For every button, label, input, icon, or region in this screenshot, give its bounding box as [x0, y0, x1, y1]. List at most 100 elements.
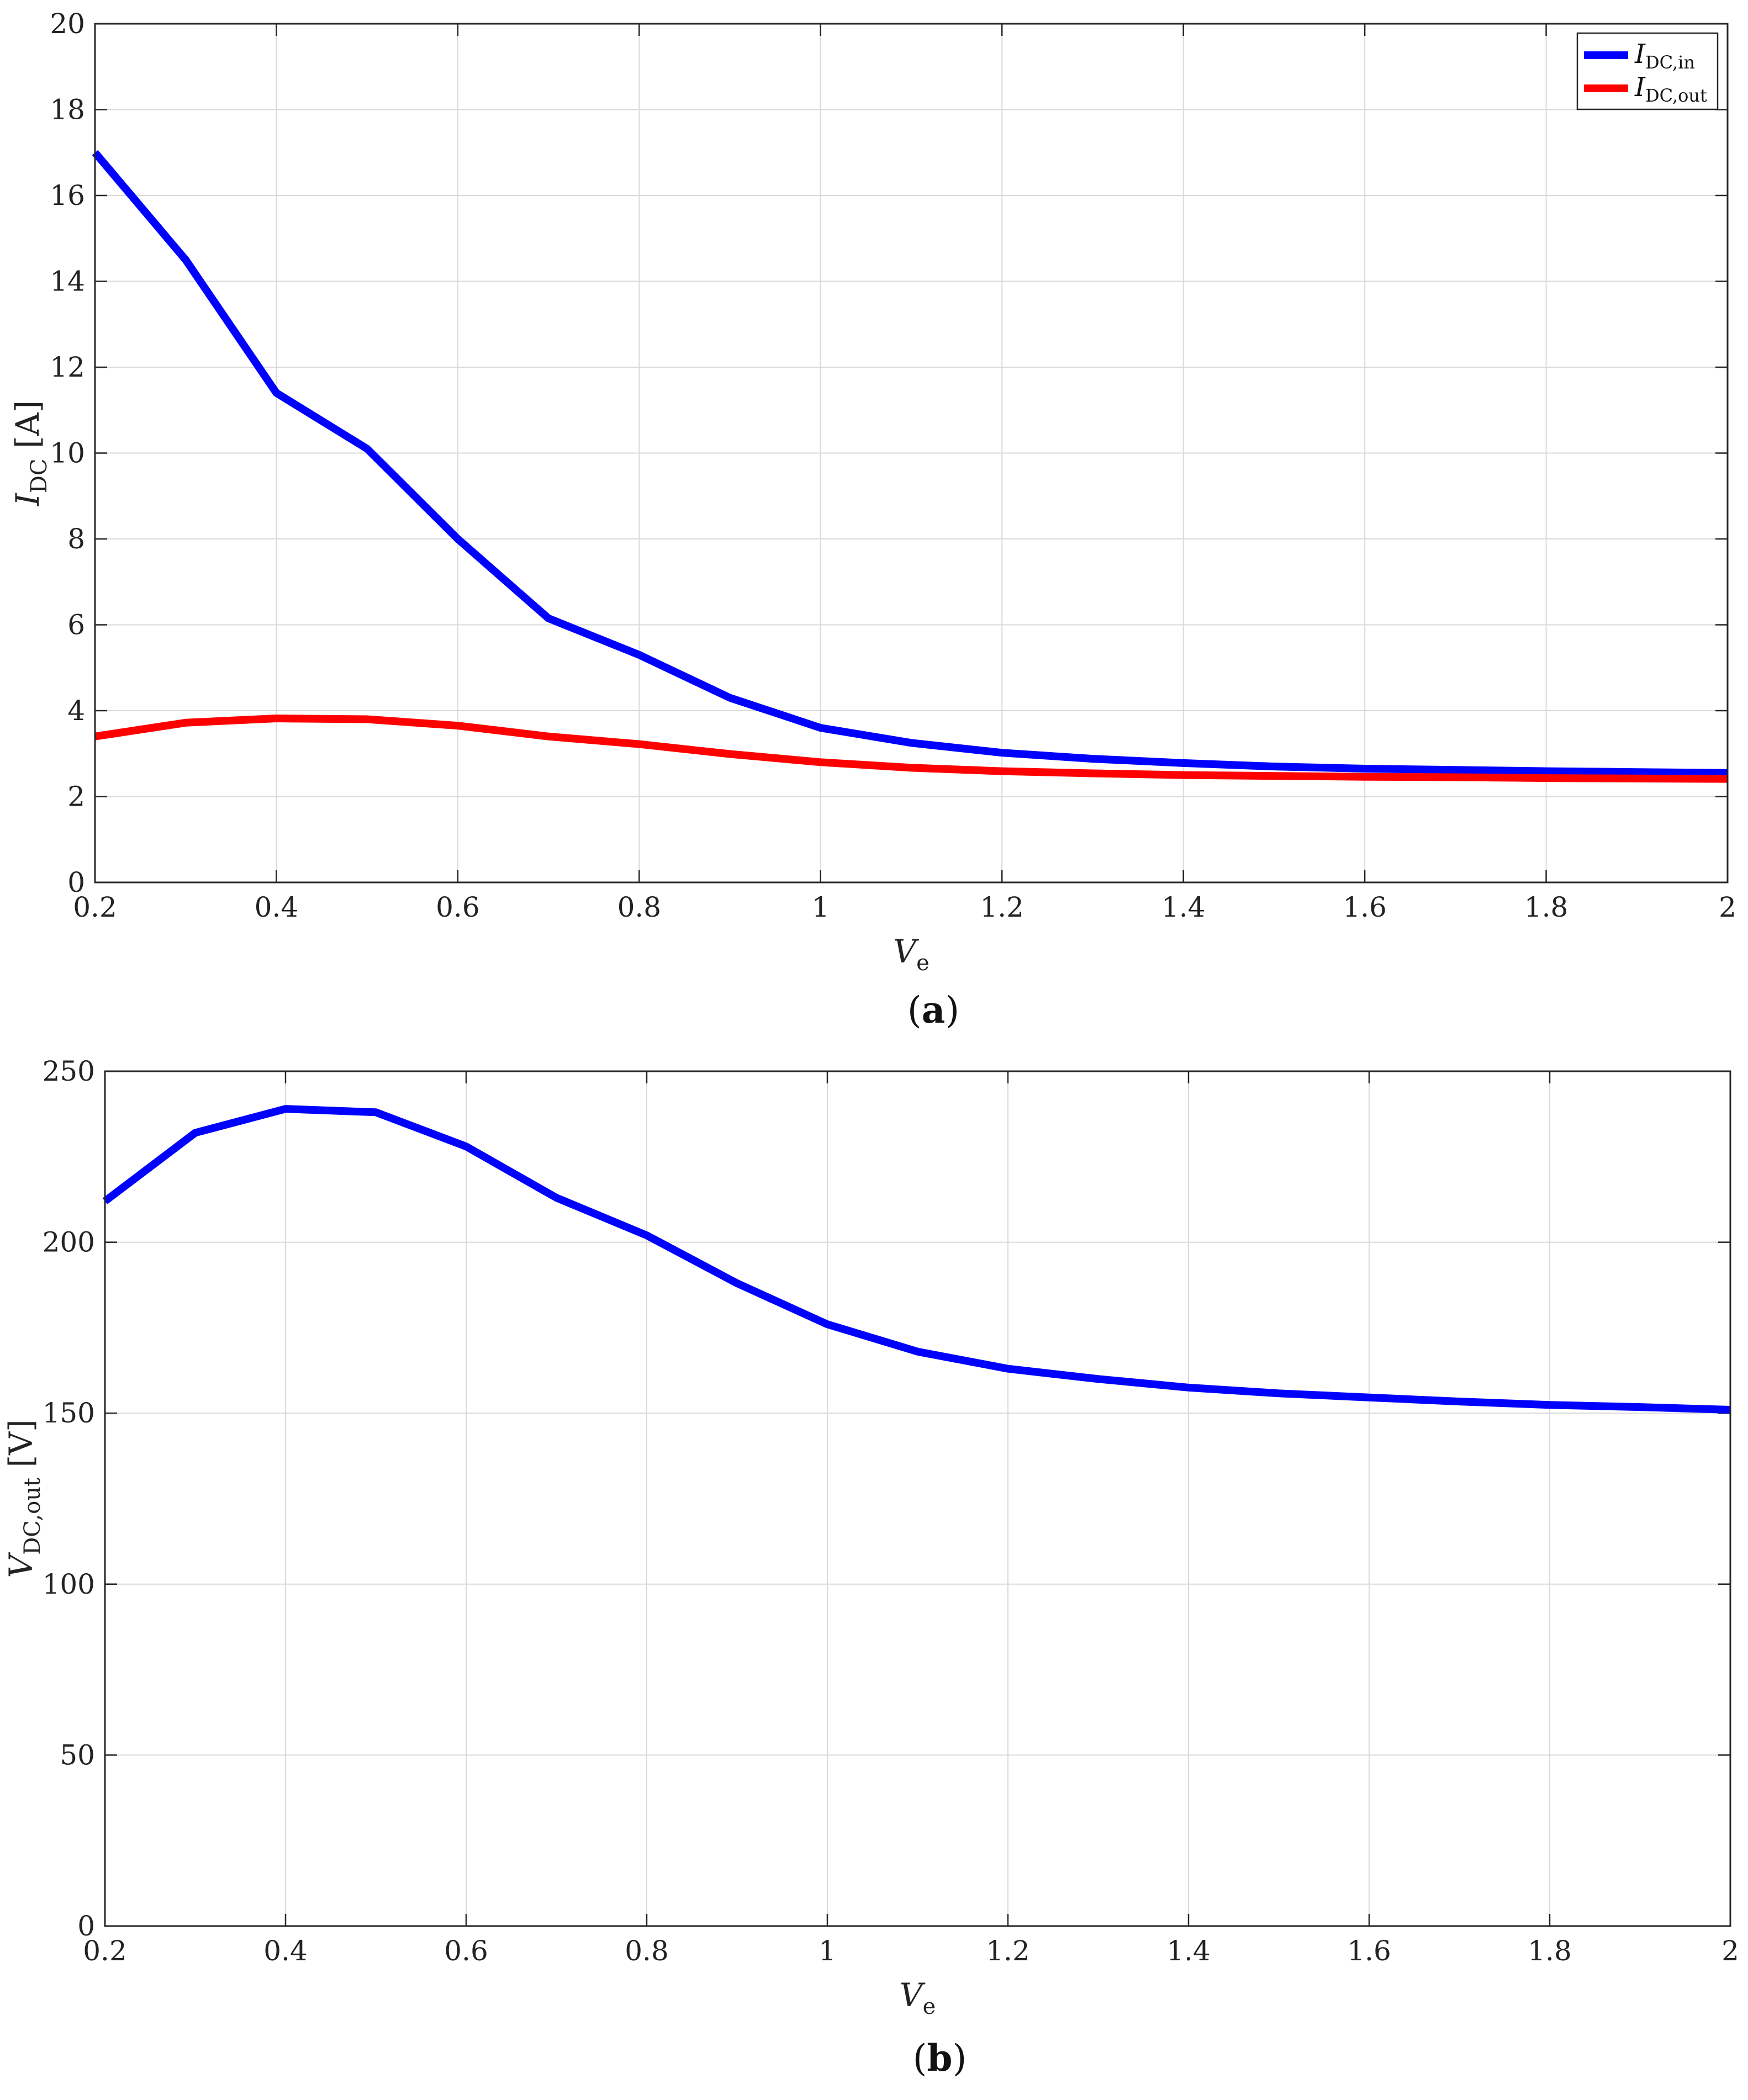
data-point	[548, 736, 550, 737]
data-point	[276, 717, 277, 719]
data-point	[466, 1146, 467, 1147]
data-point	[1639, 1406, 1641, 1408]
data-point	[827, 1324, 828, 1325]
x-tick-label: 1.8	[1524, 891, 1569, 923]
data-point	[1182, 774, 1184, 776]
data-point	[185, 259, 187, 261]
data-point	[375, 1112, 377, 1113]
y-tick-label: 10	[50, 437, 85, 469]
data-point	[820, 727, 821, 729]
data-point	[285, 1108, 286, 1110]
legend-label: IDC,in	[1634, 39, 1695, 73]
data-point	[1001, 770, 1003, 772]
data-point	[1188, 1387, 1189, 1388]
data-point	[1455, 776, 1456, 778]
y-tick-label: 0	[77, 1910, 95, 1942]
data-point	[736, 1282, 738, 1284]
y-tick-label: 18	[50, 94, 85, 126]
x-tick-label: 0.4	[263, 1935, 308, 1967]
data-point	[729, 753, 731, 755]
data-point	[1459, 1401, 1460, 1403]
y-tick-label: 20	[50, 8, 85, 40]
x-tick-label: 0.8	[617, 891, 662, 923]
y-tick-label: 4	[67, 695, 85, 727]
y-tick-label: 0	[67, 866, 85, 898]
x-tick-label: 1.6	[1347, 1935, 1391, 1967]
data-point	[457, 725, 458, 727]
y-tick-label: 200	[43, 1226, 95, 1258]
y-tick-label: 100	[43, 1568, 95, 1600]
data-point	[1636, 771, 1638, 773]
x-axis-label: Ve	[893, 933, 930, 976]
data-point	[185, 722, 187, 723]
data-point	[1092, 758, 1094, 760]
data-point	[1097, 1378, 1099, 1380]
data-point	[1001, 752, 1003, 754]
data-point	[1549, 1404, 1550, 1406]
y-tick-label: 150	[43, 1397, 95, 1429]
y-tick-label: 6	[67, 609, 85, 641]
y-tick-label: 50	[60, 1739, 95, 1771]
x-tick-label: 1	[812, 891, 830, 923]
legend-box	[1576, 32, 1719, 110]
data-point	[638, 743, 640, 745]
x-tick-label: 1.6	[1343, 891, 1387, 923]
data-point	[911, 767, 912, 769]
data-point	[646, 1235, 647, 1236]
x-tick-label: 0.8	[625, 1935, 669, 1967]
data-point	[1545, 777, 1547, 779]
plot-area	[105, 1071, 1730, 1926]
data-point	[1182, 762, 1184, 764]
data-point	[1273, 766, 1275, 768]
chart-panel-b: 0.2 0.4 0.6 0.8 1 1.2 1.4 1.6 1.8 2 0 50 100 150 200 25…	[2, 1055, 1739, 2080]
x-tick-label: 2	[1721, 1935, 1739, 1967]
y-tick-label: 2	[67, 781, 85, 813]
data-point	[457, 538, 458, 539]
data-point	[1273, 775, 1275, 777]
chart-panel-a: 0.2 0.4 0.6 0.8 1 1.2 1.4 1.6 1.8 202468101214161…	[9, 8, 1736, 1032]
x-tick-label: 1	[818, 1935, 836, 1967]
data-point	[917, 1351, 918, 1352]
data-point	[1364, 768, 1366, 769]
x-tick-label: 0.6	[436, 891, 480, 923]
x-tick-label: 1.8	[1528, 1935, 1572, 1967]
figure-caption: (b)	[913, 2036, 967, 2080]
y-tick-label: 16	[50, 179, 85, 211]
data-point	[1545, 770, 1547, 772]
data-point	[276, 392, 277, 394]
data-point	[1278, 1393, 1280, 1394]
x-axis-label: Ve	[900, 1976, 936, 2019]
data-point	[729, 697, 731, 699]
data-point	[911, 742, 912, 744]
y-axis-label: IDC [A]	[9, 400, 52, 506]
x-tick-label: 1.2	[986, 1935, 1030, 1967]
x-tick-label: 1.2	[980, 891, 1024, 923]
x-tick-label: 1.4	[1166, 1935, 1211, 1967]
data-point	[1636, 777, 1638, 779]
data-point	[548, 617, 550, 619]
x-tick-label: 0.2	[73, 891, 117, 923]
x-tick-label: 0.6	[444, 1935, 488, 1967]
data-point	[1455, 769, 1456, 771]
y-tick-label: 14	[50, 266, 85, 298]
x-tick-label: 0.4	[255, 891, 299, 923]
data-point	[1007, 1368, 1008, 1369]
y-tick-label: 8	[67, 523, 85, 555]
y-tick-label: 12	[50, 351, 85, 383]
data-point	[638, 654, 640, 655]
data-point	[1364, 776, 1366, 777]
y-tick-label: 250	[43, 1055, 95, 1087]
data-point	[556, 1197, 557, 1199]
x-tick-label: 0.2	[83, 1935, 127, 1967]
data-point	[366, 448, 368, 449]
data-point	[820, 761, 821, 763]
legend-label: IDC,out	[1634, 72, 1707, 106]
data-point	[1369, 1397, 1370, 1398]
data-point	[366, 718, 368, 720]
x-tick-label: 1.4	[1161, 891, 1206, 923]
y-axis-label: VDC,out [V]	[2, 1419, 45, 1578]
figure-caption: (a)	[907, 988, 959, 1032]
axes-box	[94, 23, 1729, 884]
x-tick-label: 2	[1719, 891, 1736, 923]
